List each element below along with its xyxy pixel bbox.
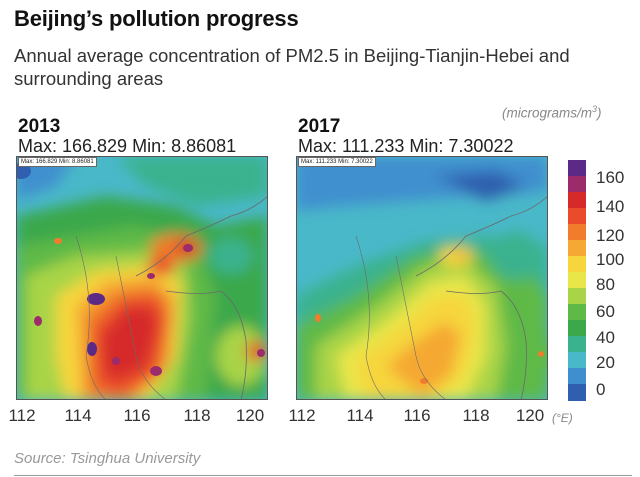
colorbar-segment bbox=[568, 352, 586, 369]
colorbar-segment bbox=[568, 336, 586, 353]
map-2013-svg bbox=[16, 156, 268, 400]
unit-label-sup: 3 bbox=[592, 104, 598, 114]
colorbar-tick-20: 20 bbox=[596, 353, 615, 372]
x-tick-2013-112: 112 bbox=[8, 406, 36, 425]
colorbar-tick-40: 40 bbox=[596, 328, 615, 347]
colorbar-segment bbox=[568, 240, 586, 257]
colorbar-segment bbox=[568, 304, 586, 321]
page-title: Beijing’s pollution progress bbox=[14, 6, 299, 31]
page-subtitle: Annual average concentration of PM2.5 in… bbox=[14, 45, 570, 89]
panel-2013-stats: Max: 166.829 Min: 8.86081 bbox=[18, 136, 237, 156]
map-2017-inset-label: Max: 111.233 Min: 7.30022 bbox=[298, 157, 376, 167]
colorbar-segment bbox=[568, 368, 586, 385]
colorbar-tick-140: 140 bbox=[596, 197, 625, 216]
x-axis-unit: (°E) bbox=[552, 411, 573, 425]
colorbar-segment bbox=[568, 288, 586, 305]
colorbar-segment bbox=[568, 176, 586, 193]
map-2013-inset-label: Max: 166.829 Min: 8.86081 bbox=[18, 157, 97, 167]
colorbar-tick-60: 60 bbox=[596, 302, 615, 321]
x-tick-2013-118: 118 bbox=[183, 406, 211, 425]
colorbar-segment bbox=[568, 256, 586, 273]
colorbar-tick-0: 0 bbox=[596, 380, 606, 399]
x-tick-2017-114: 114 bbox=[346, 406, 374, 425]
panel-2013-year: 2013 bbox=[18, 116, 61, 137]
colorbar-segment bbox=[568, 384, 586, 401]
colorbar-segment bbox=[568, 224, 586, 241]
source-note: Source: Tsinghua University bbox=[14, 450, 201, 467]
colorbar-tick-80: 80 bbox=[596, 275, 615, 294]
colorbar-segment bbox=[568, 160, 586, 177]
unit-label-text: (micrograms/m bbox=[502, 105, 592, 121]
x-tick-2017-118: 118 bbox=[462, 406, 490, 425]
panel-2017-year: 2017 bbox=[298, 116, 341, 137]
colorbar-segment bbox=[568, 208, 586, 225]
x-tick-2013-114: 114 bbox=[64, 406, 92, 425]
unit-label-close: ) bbox=[597, 105, 602, 121]
bottom-rule bbox=[14, 475, 632, 476]
panel-2017-stats: Max: 111.233 Min: 7.30022 bbox=[298, 136, 514, 156]
x-tick-2017-112: 112 bbox=[288, 406, 316, 425]
map-2013 bbox=[16, 156, 268, 400]
colorbar-segment bbox=[568, 320, 586, 337]
colorbar-segment bbox=[568, 272, 586, 289]
map-2017-svg bbox=[296, 156, 548, 400]
x-tick-2017-120: 120 bbox=[515, 406, 545, 425]
map-2017 bbox=[296, 156, 548, 400]
x-tick-2013-116: 116 bbox=[123, 406, 151, 425]
colorbar-tick-120: 120 bbox=[596, 226, 625, 245]
colorbar-tick-160: 160 bbox=[596, 168, 625, 187]
x-tick-2013-120: 120 bbox=[235, 406, 265, 425]
x-tick-2017-116: 116 bbox=[403, 406, 431, 425]
colorbar-tick-100: 100 bbox=[596, 250, 625, 269]
colorbar-segment bbox=[568, 192, 586, 209]
colorbar bbox=[568, 160, 586, 401]
unit-label: (micrograms/m3) bbox=[502, 104, 602, 121]
